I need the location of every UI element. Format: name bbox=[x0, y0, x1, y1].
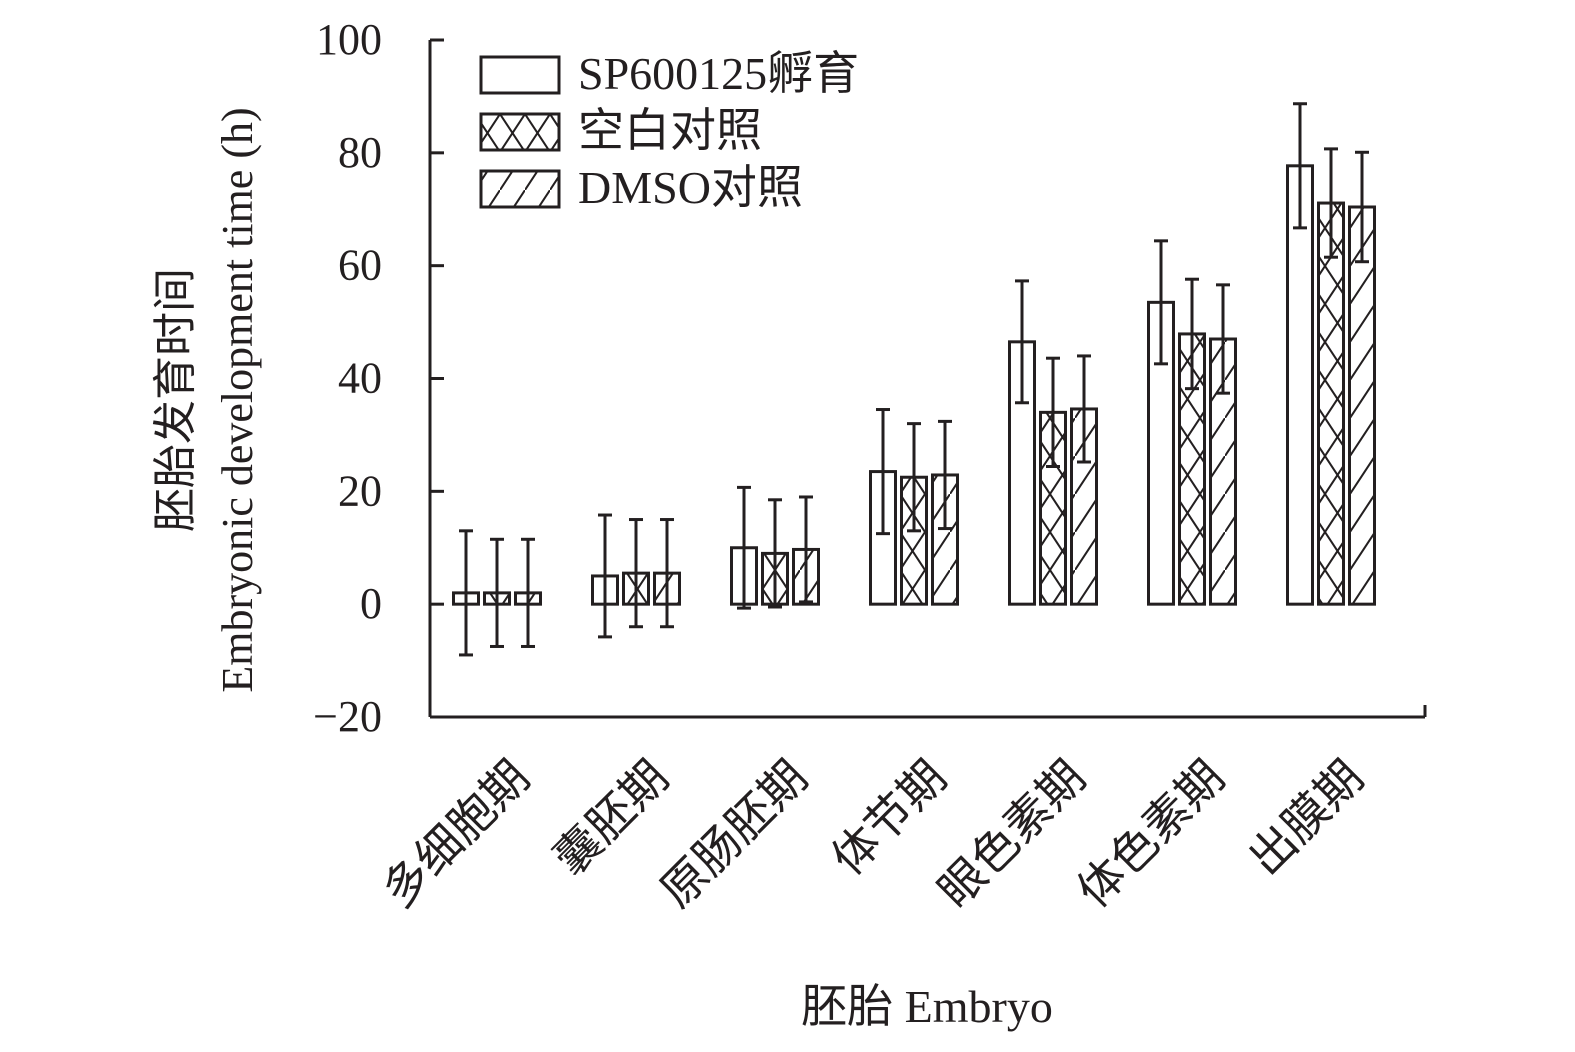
x-tick-label: 原肠胚期 bbox=[651, 751, 817, 917]
legend-label: SP600125孵育 bbox=[578, 48, 859, 99]
y-tick-label: 100 bbox=[316, 15, 382, 64]
x-tick-label: 囊胚期 bbox=[544, 751, 678, 885]
y-tick-label: 40 bbox=[338, 354, 382, 403]
legend-label: DMSO对照 bbox=[578, 162, 803, 213]
legend-swatch bbox=[479, 55, 561, 95]
legend-swatch bbox=[479, 169, 561, 209]
x-axis-label: 胚胎 Embryo bbox=[801, 981, 1053, 1032]
x-tick-label: 多细胞期 bbox=[373, 751, 539, 917]
bar bbox=[1286, 164, 1314, 606]
y-axis-label-cn: 胚胎发育时间 bbox=[151, 268, 200, 532]
legend-label: 空白对照 bbox=[578, 105, 762, 156]
x-tick-label: 体节期 bbox=[822, 751, 956, 885]
bar bbox=[1348, 205, 1376, 606]
y-tick-label: 20 bbox=[338, 466, 382, 515]
y-tick-label: 80 bbox=[338, 128, 382, 177]
x-tick-label: 出膜期 bbox=[1239, 751, 1373, 885]
y-tick-label: 0 bbox=[360, 579, 382, 628]
legend-swatch bbox=[479, 112, 561, 152]
axes: −20 0 20 40 60 80 100 bbox=[313, 15, 1427, 741]
y-tick-label: −20 bbox=[313, 692, 382, 741]
x-tick-label: 眼色素期 bbox=[929, 751, 1095, 917]
y-axis-label-en: Embryonic development time (h) bbox=[213, 107, 262, 692]
x-tick-label: 体色素期 bbox=[1068, 751, 1234, 917]
bar bbox=[1317, 201, 1345, 606]
y-tick-label: 60 bbox=[338, 241, 382, 290]
